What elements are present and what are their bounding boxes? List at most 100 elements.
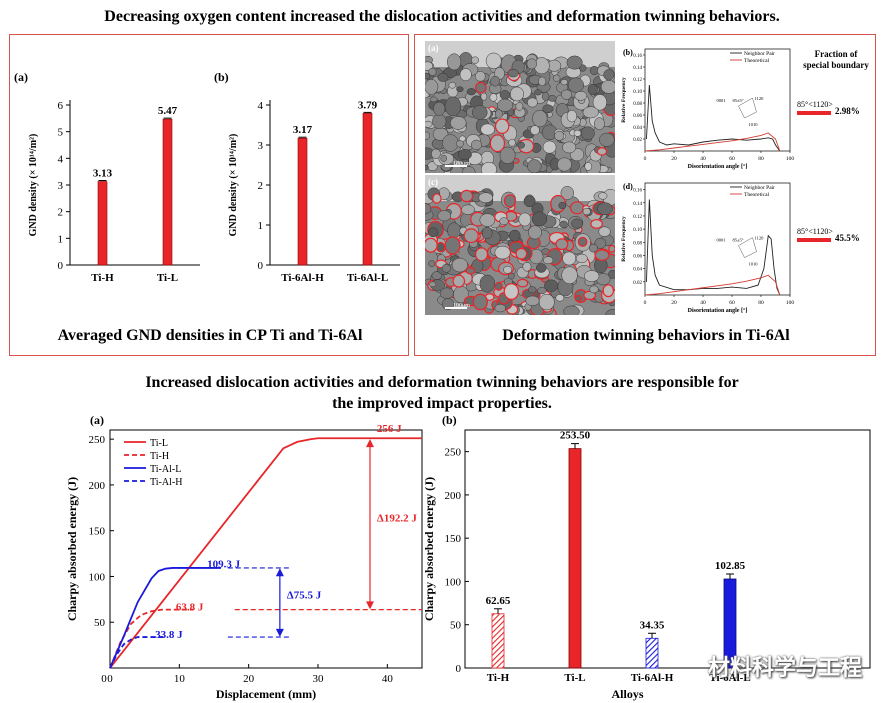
micro-c-grain [588, 243, 598, 253]
micro-c-grain [428, 260, 436, 267]
mis-d-ytick-label: 0.08 [633, 241, 642, 246]
micro-a-grain [566, 55, 583, 70]
micro-c-grain [574, 294, 583, 302]
charpy-bar [568, 448, 582, 669]
micro-c-grain [515, 247, 528, 260]
micro-a-grain [440, 154, 448, 162]
fraction-label-b: 85°<1120> [797, 100, 833, 109]
fraction-legend-bar-d [797, 238, 831, 242]
mis-d-ytick-label: 0.12 [633, 215, 642, 220]
micro-a-grain [428, 67, 437, 76]
curves-ytick-label: 250 [89, 434, 106, 446]
micro-c-grain [428, 227, 439, 238]
charpy-value-label: 62.65 [486, 595, 511, 607]
micro-a-grain [444, 96, 462, 117]
mis-d-xtick-label: 80 [758, 300, 764, 306]
gnd-b-ylabel: GND density (× 10¹⁴/m²) [228, 134, 239, 237]
curves-annotation: 109.3 J [207, 558, 241, 570]
micro-a-grain [499, 146, 516, 165]
micro-c-grain [494, 281, 503, 291]
micro-c-grain [461, 204, 475, 215]
micro-c-grain [537, 287, 547, 295]
micro-c-grain [479, 213, 496, 227]
micro-c-grain [583, 270, 600, 282]
micro-a-grain [448, 81, 457, 89]
middle-title: Increased dislocation activities and def… [145, 374, 739, 412]
mis-d-xtick-label: 0 [644, 300, 647, 306]
curves-legend-label: Ti-H [150, 451, 169, 462]
mis-d-inset-label: 0001 [717, 238, 726, 243]
mis-d-ytick-label: 0.02 [633, 281, 642, 286]
curves-legend-label: Ti-Al-L [150, 464, 181, 475]
curves-ytick-label: 200 [89, 480, 106, 492]
bars-ytick-label: 100 [445, 576, 462, 588]
micro-a-grain [494, 109, 503, 119]
curves-panel-label: (a) [90, 413, 104, 427]
charpy-category-label: Ti-H [487, 672, 510, 684]
mis-d-ytick-label: 0.16 [633, 189, 642, 194]
micro-a-grain [542, 104, 554, 114]
mis-d-xtick-label: 100 [786, 300, 795, 306]
micro-c-grain [538, 293, 555, 311]
micro-c-grain [589, 285, 599, 294]
micro-c-grain [503, 194, 517, 208]
curves-annotation: 33.8 J [155, 629, 183, 641]
curves-annotation: Δ192.2 J [377, 513, 417, 525]
mis-b-xtick-label: 0 [644, 156, 647, 162]
micro-a-grain [429, 96, 438, 103]
micro-a-grain [425, 120, 433, 128]
mis-b-panel-label: (b) [623, 48, 633, 57]
curves-ytick-label: 100 [89, 571, 106, 583]
charpy-value-label: 102.85 [715, 560, 746, 572]
micro-c-grain [481, 226, 493, 240]
gnd-b-category-label: Ti-6Al-L [347, 272, 388, 284]
mis-b-xtick-label: 100 [786, 156, 795, 162]
fraction-legend-bar-b [797, 111, 831, 115]
micro-a-grain [538, 76, 547, 87]
micro-a-grain [515, 102, 524, 111]
gnd-a-ytick-label: 3 [58, 180, 64, 192]
mis-b-xtick-label: 20 [671, 156, 677, 162]
micro-c-grain [602, 284, 614, 298]
micro-a-grain [461, 166, 476, 173]
micro-a-grain [567, 77, 584, 93]
micro-a-grain [603, 69, 615, 81]
charpy-bar [645, 637, 659, 669]
micro-c-grain [465, 267, 476, 275]
bars-ytick-label: 0 [456, 663, 462, 675]
micro-c-grain [608, 244, 615, 253]
micro-a-grain [534, 89, 542, 96]
curves-annotation: 63.8 J [176, 602, 204, 614]
gnd-b-ytick-label: 4 [258, 100, 264, 112]
micro-a-grain [499, 90, 510, 100]
micro-a-grain [547, 95, 557, 102]
micro-c-grain [559, 220, 568, 229]
delta-arrow-ti-head-up [366, 439, 374, 448]
micro-c-grain [594, 249, 610, 261]
bars-ytick-label: 200 [445, 490, 462, 502]
mis-d-ytick-label: 0.10 [633, 228, 642, 233]
mis-b-ytick-label: 0.14 [633, 66, 642, 71]
fraction-label-d: 85°<1120> [797, 227, 833, 236]
curve-ti-al-h [109, 636, 166, 669]
micro-c-grain [577, 236, 588, 247]
gnd-chart-ti6al: (b) 0 1 2 3 4 GND density (× 10¹⁴/m²) 3.17 Ti-6A… [214, 70, 400, 284]
micro-a-grain [552, 74, 561, 82]
micrograph-a-label: (a) [428, 43, 439, 53]
micro-a-grain [600, 80, 615, 94]
gnd-a-ytick-label: 2 [58, 207, 64, 219]
scale-bar-c: 100μm [453, 303, 470, 309]
charpy-category-label: Ti-6Al-H [631, 672, 674, 684]
curves-xtick-label: 0 [107, 673, 113, 685]
gnd-a-ytick-label: 4 [58, 153, 64, 165]
micro-c-grain [439, 287, 454, 299]
micro-a-grain [573, 129, 582, 137]
micro-a-grain [425, 164, 429, 171]
micro-c-grain [528, 286, 537, 294]
curves-ylabel: Charpy absorbed energy (J) [65, 477, 79, 621]
micro-c-grain [522, 261, 532, 272]
micro-c-grain [597, 202, 613, 216]
micro-c-grain [451, 257, 468, 273]
micro-a-grain [432, 113, 447, 129]
micro-a-grain [480, 92, 488, 101]
